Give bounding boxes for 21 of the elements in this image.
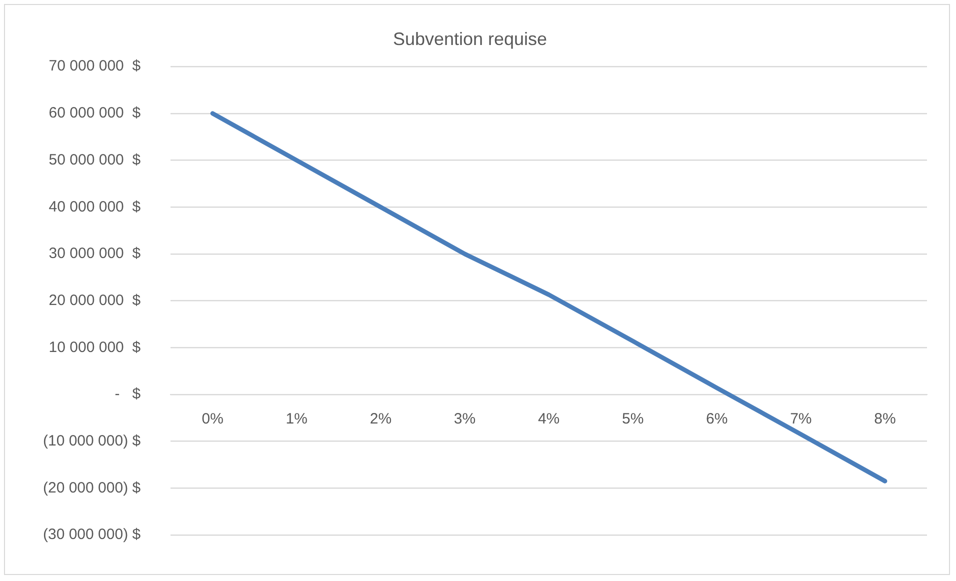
x-tick-label: 7% xyxy=(790,410,812,428)
y-tick-label: 10 000 000 $ xyxy=(48,338,142,356)
y-tick-label: (10 000 000) $ xyxy=(42,432,142,450)
x-tick-label: 2% xyxy=(370,410,392,428)
x-tick-label: 1% xyxy=(286,410,308,428)
y-tick-label: 70 000 000 $ xyxy=(48,58,142,75)
x-tick-label: 5% xyxy=(622,410,644,428)
x-tick-label: 3% xyxy=(454,410,476,428)
y-tick-label: 50 000 000 $ xyxy=(48,151,142,168)
x-tick-label: 8% xyxy=(874,410,896,428)
chart-title: Subvention requise xyxy=(392,28,548,49)
y-tick-label: - $ xyxy=(114,386,142,403)
y-tick-label: (30 000 000) $ xyxy=(42,526,142,544)
x-tick-label: 0% xyxy=(202,410,224,428)
x-tick-label: 6% xyxy=(706,410,728,428)
y-tick-label: 60 000 000 $ xyxy=(48,104,142,122)
x-tick-label: 4% xyxy=(538,410,560,428)
y-tick-label: 30 000 000 $ xyxy=(48,245,142,262)
y-tick-label: (20 000 000) $ xyxy=(42,479,142,496)
y-tick-label: 20 000 000 $ xyxy=(48,292,142,309)
y-tick-label: 40 000 000 $ xyxy=(48,198,142,216)
